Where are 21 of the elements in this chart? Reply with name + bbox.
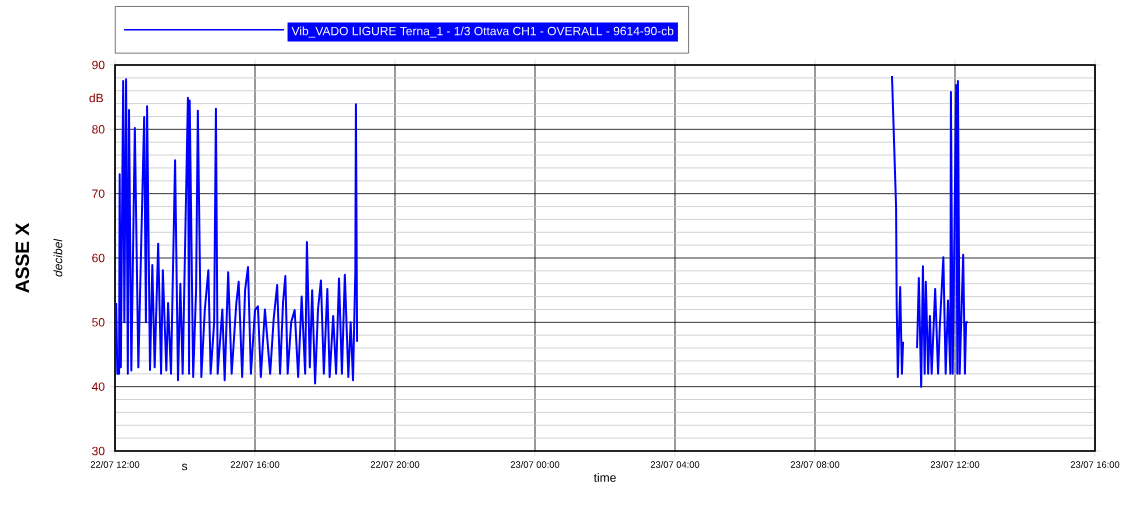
- text: decibel: [53, 238, 63, 277]
- x-tick-label: 23/07 00:00: [510, 461, 560, 468]
- y-tick-label: 50: [92, 318, 105, 327]
- y-tick-label: 30: [92, 446, 105, 456]
- x-tick-label: 23/07 16:00: [1070, 461, 1120, 468]
- y-axis-title: ASSE X: [15, 222, 30, 293]
- text: Vib_VADO LIGURE Terna_1 - 1/3 Ottava CH1 - OVERALL - 9614-90-cb: [291, 26, 674, 38]
- x-tick-label: 23/07 08:00: [790, 461, 840, 468]
- y-tick-label: 60: [92, 253, 105, 263]
- y-tick-label: 70: [92, 189, 105, 198]
- y-tick-label: 90: [92, 60, 105, 70]
- x-tick-label: 22/07 16:00: [230, 461, 280, 468]
- text: dB: [89, 93, 103, 103]
- y-tick-label: 80: [92, 125, 105, 134]
- text: s: [181, 463, 188, 471]
- x-tick-label: 22/07 12:00: [90, 461, 140, 468]
- x-tick-label: 23/07 12:00: [930, 461, 980, 468]
- x-tick-label: 22/07 20:00: [370, 461, 420, 468]
- y-tick-label: 40: [91, 382, 105, 391]
- x-tick-label: 23/07 04:00: [650, 461, 700, 468]
- x-axis-title: time: [593, 473, 616, 482]
